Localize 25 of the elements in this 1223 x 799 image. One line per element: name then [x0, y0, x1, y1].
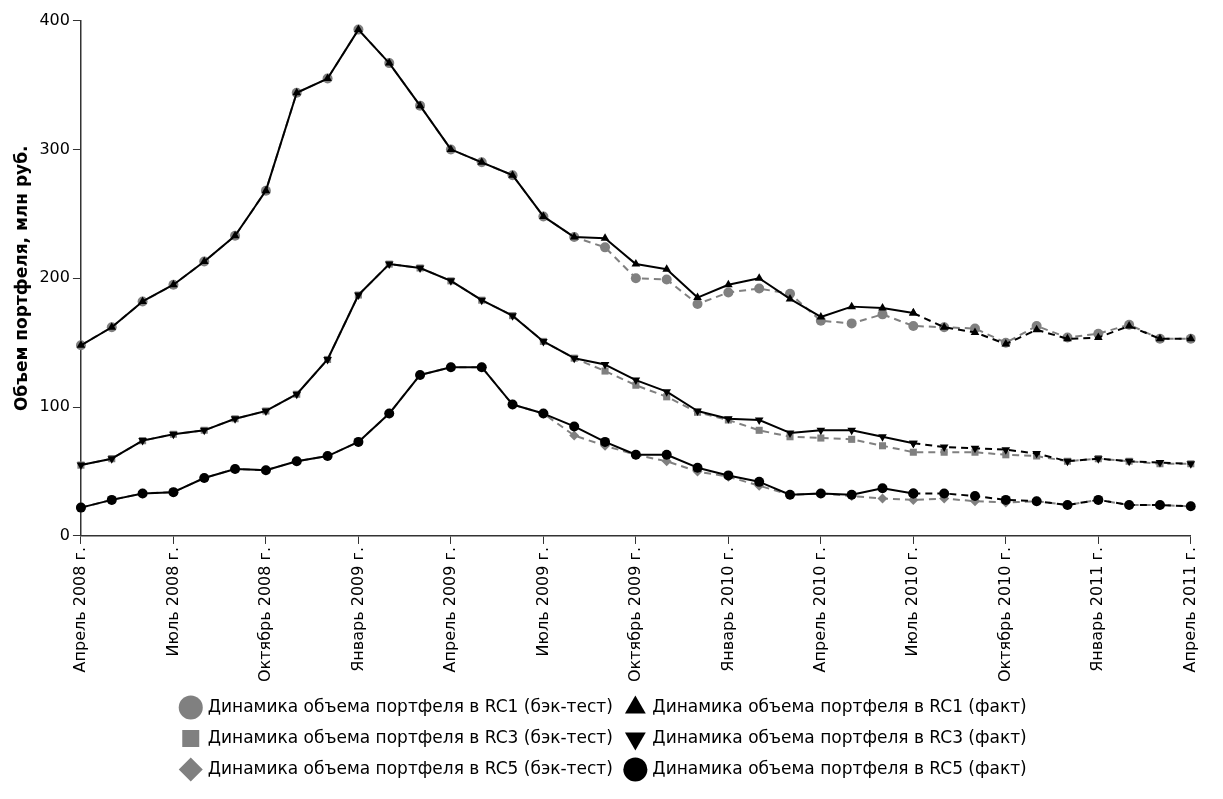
legend-label: Динамика объема портфеля в RC5 (факт) — [652, 757, 1027, 778]
legend-label: Динамика объема портфеля в RC3 (факт) — [652, 726, 1027, 747]
x-tick-label: Июль 2009 г. — [532, 546, 552, 657]
legend-label: Динамика объема портфеля в RC1 (факт) — [652, 695, 1027, 716]
y-tick-label: 0 — [59, 525, 70, 545]
x-tick-label: Январь 2010 г. — [717, 546, 737, 672]
x-tick-label: Январь 2011 г. — [1087, 546, 1107, 672]
x-tick-label: Июль 2008 г. — [162, 546, 182, 657]
x-tick-label: Январь 2009 г. — [347, 546, 367, 672]
y-axis-title: Объем портфеля, млн руб. — [10, 145, 31, 412]
legend-label: Динамика объема портфеля в RC3 (бэк-тест) — [207, 726, 613, 747]
x-tick-label: Июль 2010 г. — [902, 546, 922, 657]
legend-label: Динамика объема портфеля в RC1 (бэк-тест) — [207, 695, 613, 716]
x-tick-label: Апрель 2009 г. — [440, 546, 460, 673]
y-tick-label: 400 — [39, 9, 70, 29]
y-tick-label: 200 — [39, 267, 70, 287]
x-tick-label: Октябрь 2008 г. — [255, 546, 275, 683]
legend-label: Динамика объема портфеля в RC5 (бэк-тест) — [207, 757, 613, 778]
x-tick-label: Октябрь 2009 г. — [625, 546, 645, 683]
x-tick-label: Апрель 2011 г. — [1179, 546, 1199, 673]
x-tick-label: Октябрь 2010 г. — [994, 546, 1014, 683]
y-tick-label: 100 — [39, 396, 70, 416]
x-tick-label: Апрель 2010 г. — [810, 546, 829, 673]
y-tick-label: 300 — [39, 138, 70, 158]
x-tick-label: Апрель 2008 г. — [70, 546, 90, 673]
